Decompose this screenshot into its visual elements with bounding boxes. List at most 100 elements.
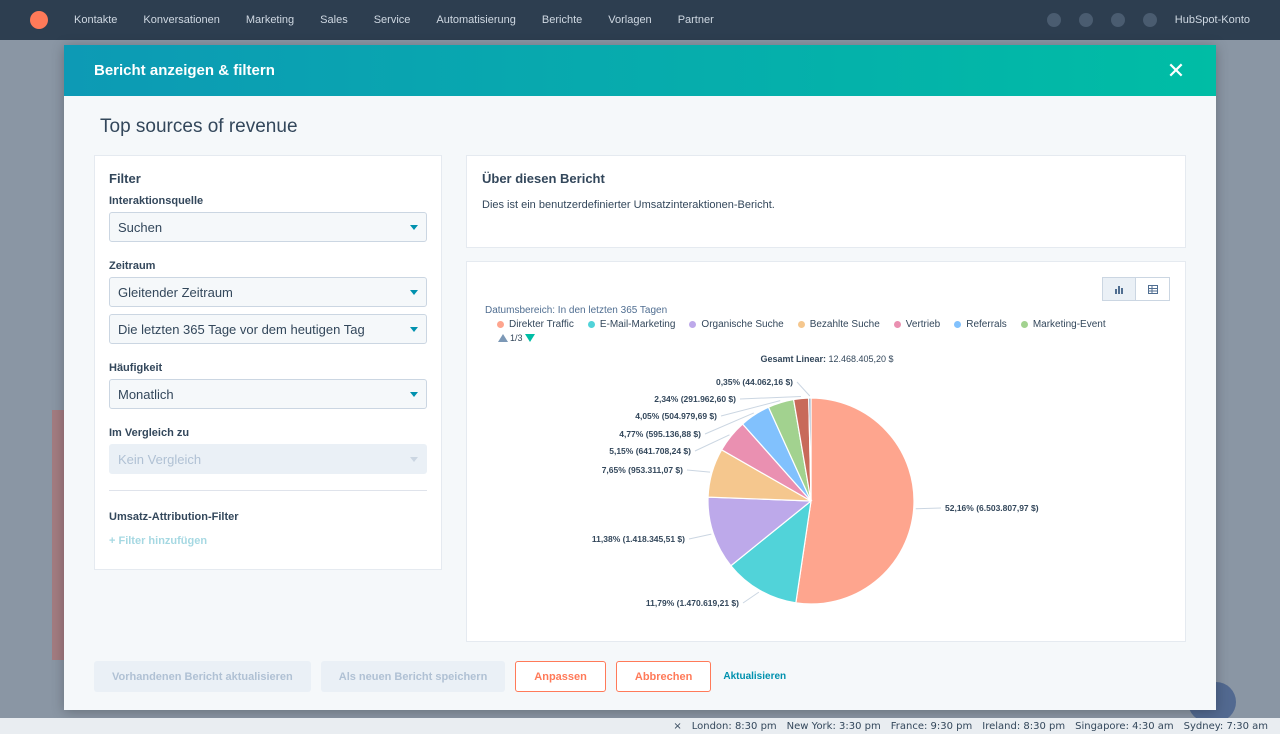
legend-item[interactable]: Vertrieb [893, 319, 941, 330]
total-value: 12.468.405,20 $ [828, 354, 894, 364]
nav-item: Service [373, 14, 411, 26]
chart-total: Gesamt Linear: 12.468.405,20 $ [467, 354, 1187, 364]
slice-label: 11,38% (1.418.345,51 $) [592, 534, 685, 544]
slice-connector [720, 400, 781, 417]
legend-label: Vertrieb [905, 319, 941, 330]
clock-ireland: Ireland: 8:30 pm [982, 720, 1066, 732]
range-select[interactable]: Die letzten 365 Tage vor dem heutigen Ta… [109, 314, 427, 344]
table-view-icon[interactable] [1136, 277, 1170, 301]
legend-swatch [893, 321, 901, 328]
clock-sydney: Sydney: 7:30 am [1183, 720, 1268, 732]
frequency-label: Häufigkeit [109, 362, 163, 374]
nav-item: Konversationen [143, 14, 220, 26]
source-select-value: Suchen [118, 219, 163, 235]
about-panel: Über diesen Bericht Dies ist ein benutze… [466, 155, 1186, 248]
chevron-down-icon [410, 289, 418, 295]
clock-new-york: New York: 3:30 pm [786, 720, 881, 732]
legend-item[interactable]: Organische Suche [689, 319, 784, 330]
nav-item: Sales [320, 14, 348, 26]
update-existing-report-button[interactable]: Vorhandenen Bericht aktualisieren [94, 661, 311, 692]
nav-item: Berichte [541, 14, 583, 26]
pie-slice[interactable] [808, 397, 812, 502]
slice-connector [915, 507, 942, 510]
chart-view-icon[interactable] [1102, 277, 1136, 301]
nav-item: Marketing [245, 14, 295, 26]
save-new-report-button[interactable]: Als neuen Bericht speichern [320, 661, 506, 692]
background-card [52, 410, 64, 660]
calling-icon [1078, 13, 1093, 27]
clock-close-icon[interactable]: × [673, 720, 682, 732]
about-title: Über diesen Bericht [482, 171, 605, 186]
chevron-down-icon [410, 326, 418, 332]
slice-connector [796, 381, 811, 397]
refresh-link[interactable]: Aktualisieren [723, 671, 787, 682]
slice-label: 0,35% (44.062,16 $) [716, 377, 793, 387]
pie-slice[interactable] [730, 499, 812, 604]
legend-pager: 1/3 [498, 333, 535, 343]
period-select-value: Gleitender Zeitraum [118, 284, 233, 300]
report-modal: Bericht anzeigen & filtern ✕ Top sources… [64, 45, 1216, 710]
slice-connector [739, 395, 801, 400]
filter-heading: Filter [109, 171, 141, 186]
period-label: Zeitraum [109, 260, 156, 272]
customize-button[interactable]: Anpassen [515, 661, 606, 692]
legend-swatch [954, 321, 962, 328]
legend-swatch [689, 321, 697, 328]
nav-item: Automatisierung [436, 14, 516, 26]
divider [109, 490, 427, 491]
modal-title: Bericht anzeigen & filtern [94, 62, 275, 79]
slice-connector [686, 469, 711, 473]
background-top-nav: Kontakte Konversationen Marketing Sales … [0, 0, 1280, 40]
modal-footer: Vorhandenen Bericht aktualisieren Als ne… [94, 661, 786, 692]
frequency-select[interactable]: Monatlich [109, 379, 427, 409]
period-select[interactable]: Gleitender Zeitraum [109, 277, 427, 307]
nav-item: Vorlagen [608, 14, 652, 26]
slice-connector [704, 412, 755, 435]
total-label: Gesamt Linear: [760, 354, 826, 364]
range-select-value: Die letzten 365 Tage vor dem heutigen Ta… [118, 321, 365, 337]
slice-label: 5,15% (641.708,24 $) [609, 446, 691, 456]
attribution-filter-label: Umsatz-Attribution-Filter [109, 511, 239, 523]
chart-legend: Direkter Traffic E-Mail-Marketing Organisc… [497, 319, 1106, 330]
source-select[interactable]: Suchen [109, 212, 427, 242]
legend-item[interactable]: Direkter Traffic [497, 319, 574, 330]
hubspot-logo-icon [30, 11, 48, 29]
close-icon[interactable]: ✕ [1166, 57, 1186, 83]
legend-item[interactable]: E-Mail-Marketing [587, 319, 676, 330]
cancel-button[interactable]: Abbrechen [615, 661, 712, 692]
legend-label: E-Mail-Marketing [599, 319, 676, 330]
chevron-down-icon [410, 391, 418, 397]
date-range-label: Datumsbereich: In den letzten 365 Tagen [485, 305, 668, 316]
chevron-down-icon [410, 456, 418, 462]
chart-panel: Datumsbereich: In den letzten 365 Tagen … [466, 261, 1186, 642]
pie-slice[interactable] [707, 496, 813, 567]
nav-item: Partner [677, 14, 714, 26]
slice-connector [688, 533, 712, 540]
legend-item[interactable]: Referrals [954, 319, 1007, 330]
slice-connector [742, 591, 760, 604]
legend-label: Marketing-Event [1032, 319, 1106, 330]
report-title: Top sources of revenue [100, 116, 298, 137]
legend-item[interactable]: Marketing-Event [1020, 319, 1106, 330]
view-toggle [1102, 277, 1170, 301]
source-label: Interaktionsquelle [109, 195, 204, 207]
legend-item[interactable]: Bezahlte Suche [797, 319, 880, 330]
legend-label: Bezahlte Suche [809, 319, 880, 330]
compare-label: Im Vergleich zu [109, 427, 190, 439]
slice-label: 4,05% (504.979,69 $) [635, 411, 717, 421]
clock-france: France: 9:30 pm [890, 720, 973, 732]
compare-select-value: Kein Vergleich [118, 451, 202, 467]
clock-singapore: Singapore: 4:30 am [1075, 720, 1174, 732]
legend-swatch [587, 321, 595, 328]
add-filter-link[interactable]: + Filter hinzufügen [109, 535, 208, 547]
about-description: Dies ist ein benutzerdefinierter Umsatzi… [482, 199, 775, 211]
legend-prev-icon[interactable] [498, 334, 508, 342]
nav-item: Kontakte [74, 14, 118, 26]
slice-connector [694, 434, 730, 452]
pie-slice[interactable] [795, 397, 915, 605]
settings-icon [1110, 13, 1125, 27]
slice-label: 11,79% (1.470.619,21 $) [646, 598, 739, 608]
legend-next-icon[interactable] [524, 334, 535, 342]
pie-chart: 52,16% (6.503.807,97 $) 11,79% (1.470.619… [592, 377, 1039, 608]
slice-label: 52,16% (6.503.807,97 $) [945, 503, 1039, 513]
